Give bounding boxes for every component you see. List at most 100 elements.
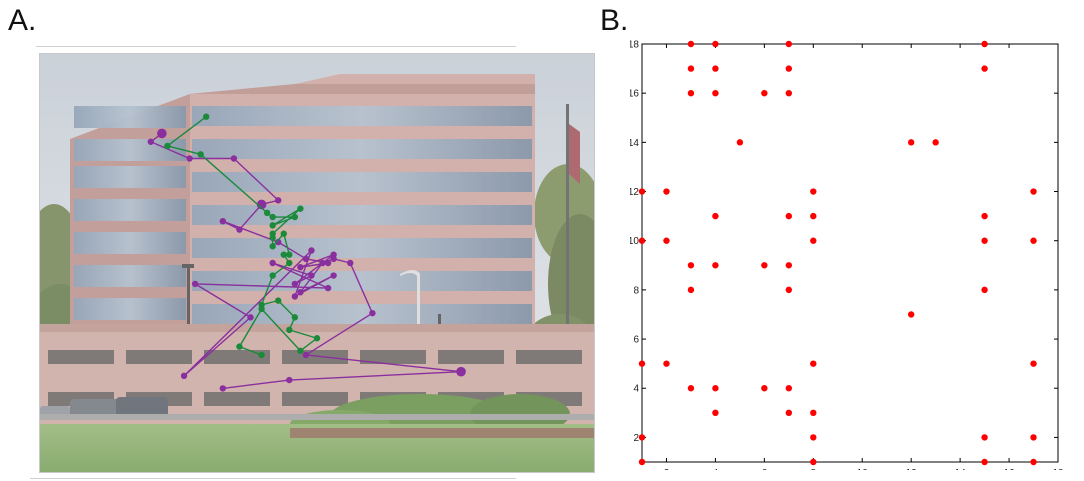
data-point: [981, 237, 988, 244]
fixation-point: [275, 297, 282, 304]
data-point: [687, 40, 695, 48]
data-point: [663, 237, 670, 244]
data-point: [785, 40, 793, 48]
fixation-point: [275, 197, 282, 204]
data-point: [810, 458, 817, 466]
fixation-point: [275, 238, 282, 246]
driveway: [40, 414, 594, 420]
data-point: [810, 188, 817, 195]
data-point: [1030, 360, 1037, 367]
data-point: [981, 40, 988, 48]
data-point: [785, 262, 793, 269]
data-point: [810, 212, 817, 220]
fixation-point: [308, 272, 315, 279]
data-point: [638, 360, 646, 367]
axis-ticks: 2 4 6 8 10 12 14 16 18 2 4 6 8 10 12 14 16 18: [630, 40, 1064, 471]
data-point: [785, 385, 793, 392]
fixation-point: [302, 351, 310, 359]
x-tick-label: 16: [1003, 468, 1015, 470]
data-point: [981, 65, 988, 72]
x-tick-label: 14: [955, 468, 967, 470]
fixation-point: [308, 247, 315, 254]
fixation-point: [258, 305, 265, 313]
data-point: [761, 385, 768, 392]
fixation-point: [219, 218, 227, 225]
x-tick-label: 12: [906, 468, 918, 470]
data-point: [981, 434, 988, 441]
data-point: [981, 458, 988, 466]
y-tick-label: 12: [630, 187, 639, 198]
photo-canvas: [40, 54, 594, 472]
bottom-rule: [30, 478, 516, 479]
x-tick-label: 8: [811, 468, 817, 470]
data-point: [638, 237, 646, 244]
fixation-point: [269, 222, 276, 229]
fixation-point: [247, 314, 254, 321]
data-point: [687, 89, 695, 97]
fixation-point: [256, 199, 267, 210]
fixation-point: [191, 280, 199, 288]
y-tick-label: 2: [633, 433, 639, 444]
data-point: [785, 212, 793, 220]
fixation-point: [269, 272, 276, 279]
data-point: [1030, 434, 1037, 441]
data-point: [810, 409, 817, 417]
fixation-point: [297, 263, 304, 271]
data-point: [712, 65, 719, 72]
y-tick-label: 6: [633, 335, 639, 346]
data-point: [907, 139, 915, 146]
fixation-point: [258, 351, 265, 359]
y-tick-label: 14: [630, 138, 639, 149]
data-point: [663, 360, 670, 367]
fixation-point: [456, 366, 466, 377]
data-point: [1030, 458, 1037, 466]
planter-wall: [290, 428, 594, 438]
flag-pole: [566, 104, 580, 374]
data-point: [1030, 237, 1037, 244]
fixation-point: [286, 251, 293, 258]
data-point: [932, 139, 939, 146]
data-point: [712, 89, 719, 97]
data-point: [761, 89, 768, 97]
y-tick-label: 4: [633, 384, 639, 395]
scatter-chart: 2 4 6 8 10 12 14 16 18 2 4 6 8 10 12 14 16 18: [630, 40, 1064, 471]
fixation-point: [269, 213, 276, 221]
fixation-point: [197, 151, 204, 158]
fixation-point: [180, 372, 188, 380]
data-point: [687, 65, 695, 72]
fixation-point: [324, 284, 332, 292]
fixation-point: [291, 280, 299, 288]
fixation-point: [324, 259, 332, 267]
data-point: [712, 409, 719, 417]
building-photo: [39, 53, 595, 473]
data-point: [785, 65, 793, 72]
fixation-point: [302, 255, 310, 263]
data-point: [981, 286, 988, 294]
data-point: [761, 262, 768, 269]
scanpaths: [147, 113, 466, 392]
fixation-point: [286, 259, 293, 267]
fixation-point: [280, 230, 287, 237]
data-point: [638, 188, 646, 195]
fixation-point: [230, 155, 238, 162]
data-point: [785, 89, 793, 97]
fixation-point: [286, 376, 293, 384]
panel-b-label: B.: [600, 4, 629, 37]
data-point: [810, 237, 817, 244]
fixation-point: [286, 326, 293, 334]
x-tick-label: 10: [857, 468, 869, 470]
fixation-point: [219, 385, 227, 392]
data-point: [687, 385, 695, 392]
panel-a-label: A.: [8, 4, 37, 37]
data-point: [785, 409, 793, 417]
fixation-point: [297, 205, 304, 212]
y-tick-label: 8: [633, 285, 639, 296]
data-point: [712, 385, 719, 392]
fixation-point: [280, 251, 287, 258]
data-point: [785, 286, 793, 294]
fixation-point: [269, 234, 276, 242]
x-tick-label: 6: [762, 468, 768, 470]
fixation-point: [297, 347, 304, 354]
fixation-point: [186, 155, 193, 162]
plot-frame: [641, 43, 1059, 463]
